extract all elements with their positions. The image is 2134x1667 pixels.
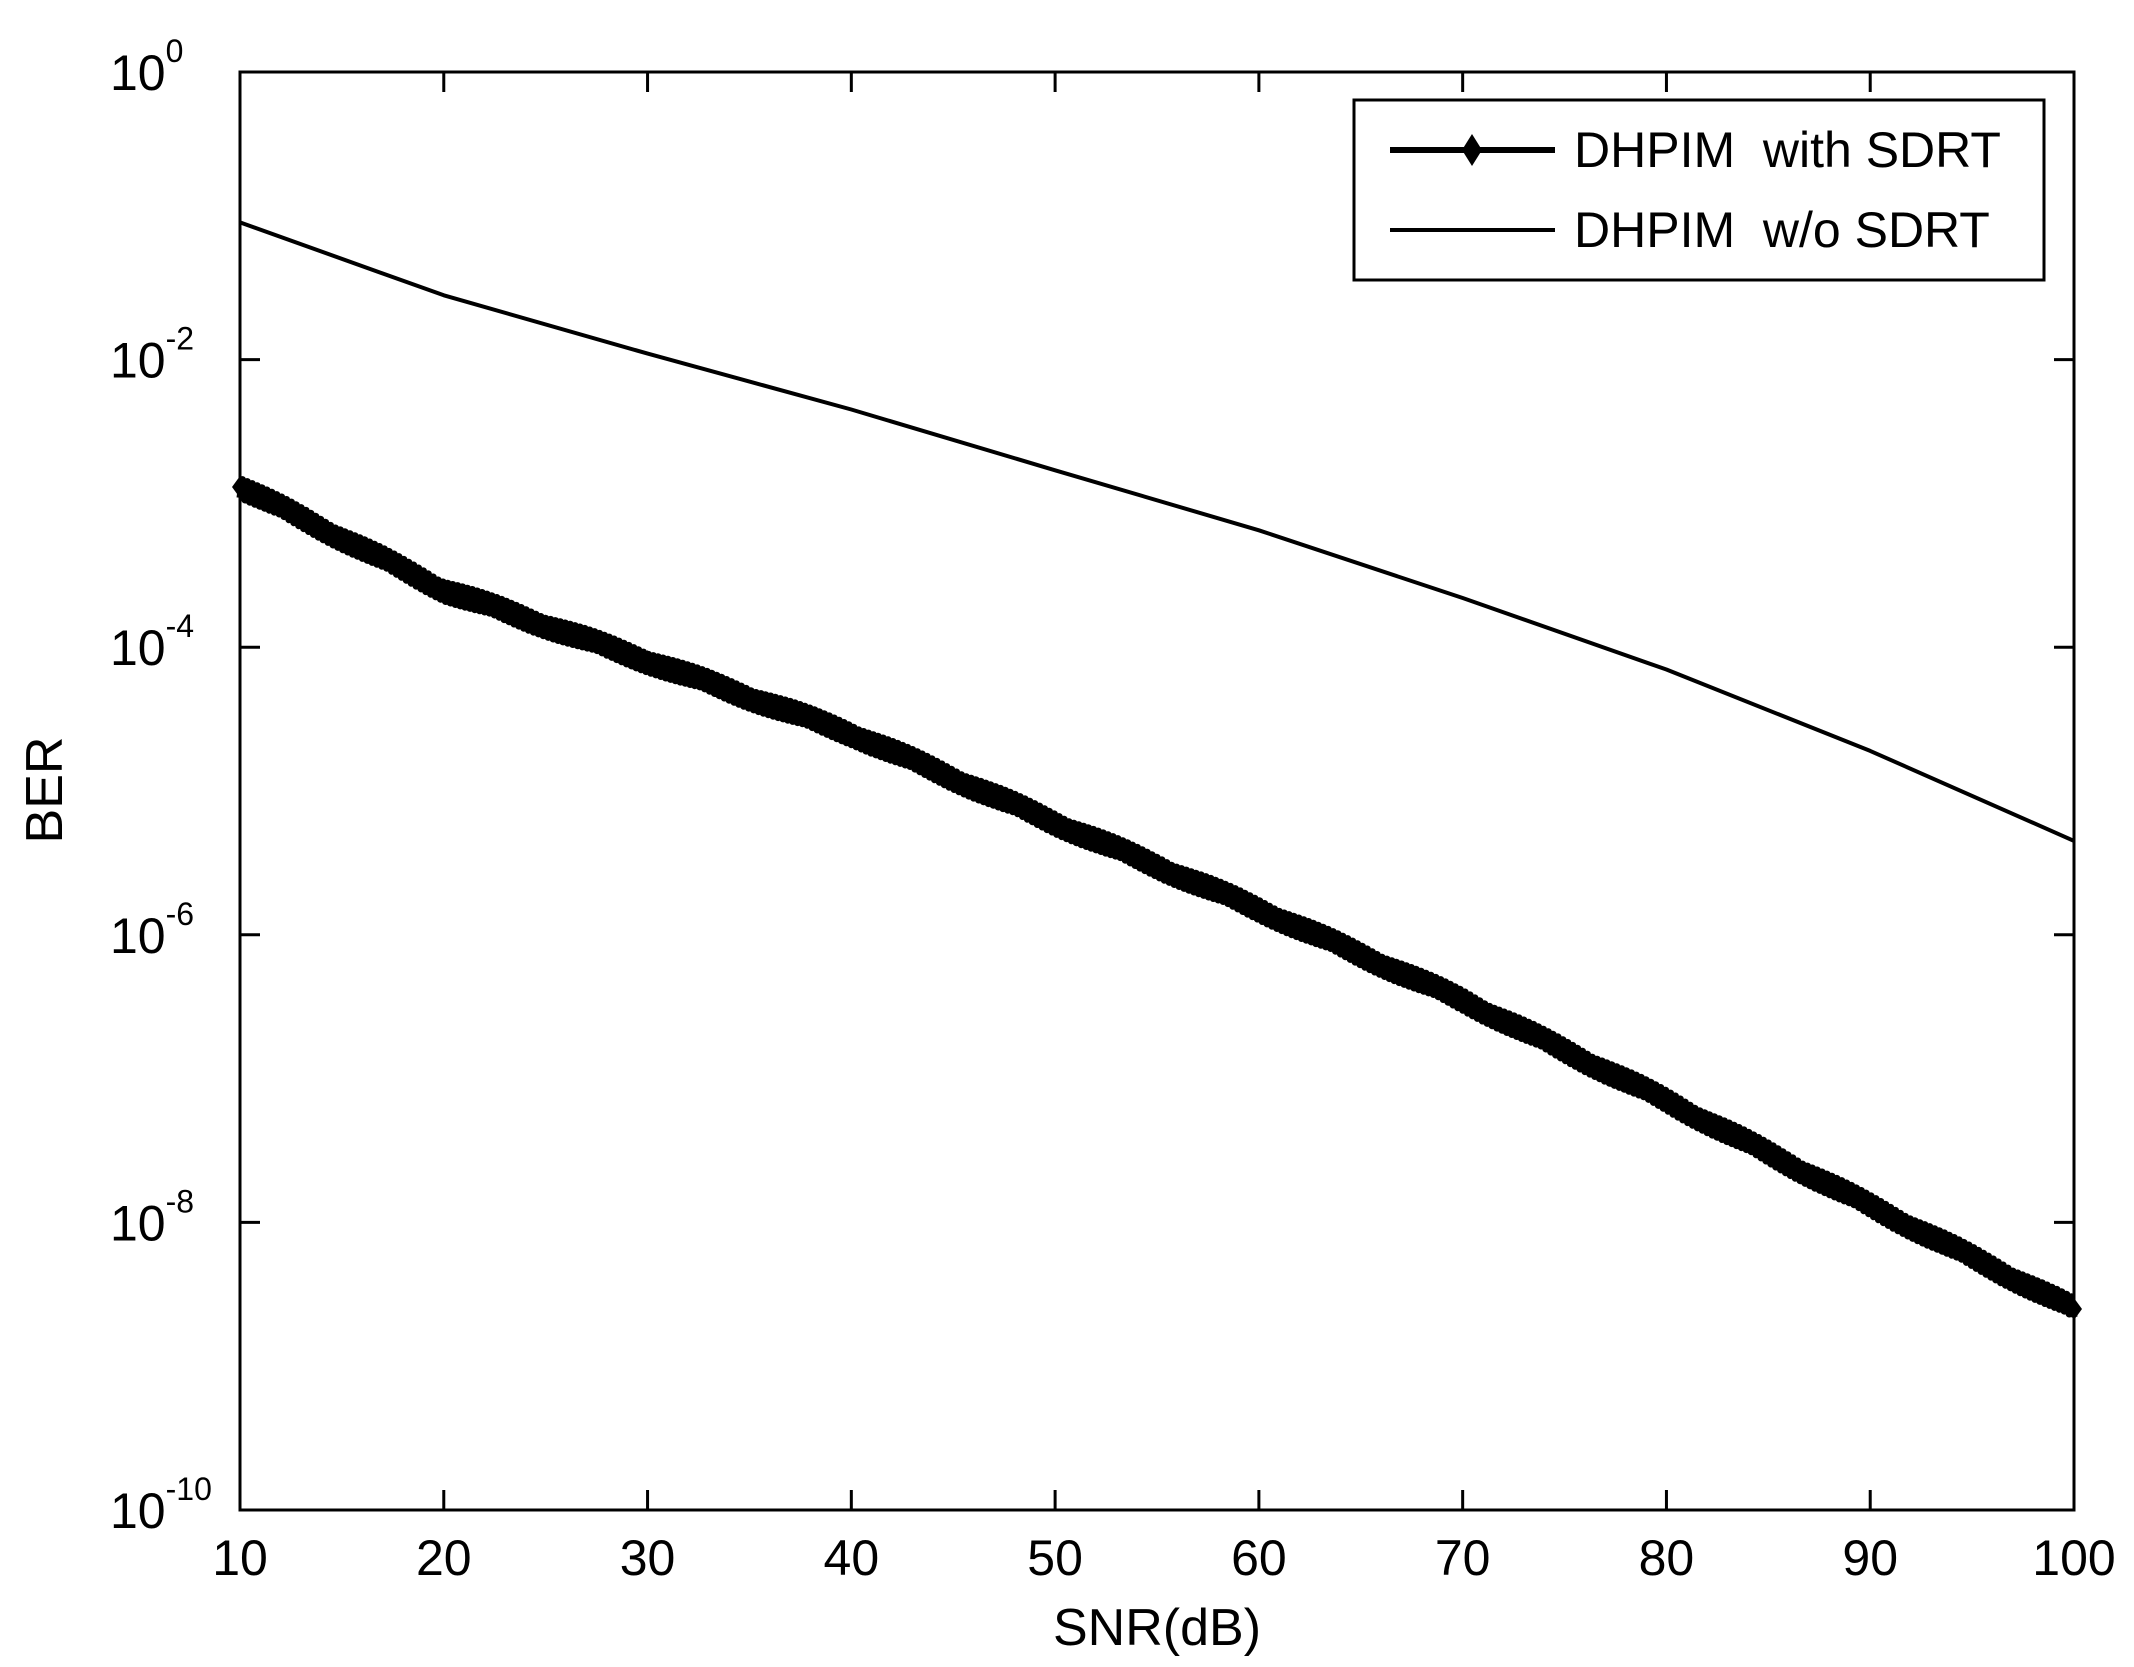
legend-marker-diamond-icon bbox=[1462, 134, 1482, 166]
x-tick-label: 20 bbox=[416, 1530, 472, 1586]
y-tick-label: 10-6 bbox=[110, 896, 194, 964]
x-tick-label: 70 bbox=[1435, 1530, 1491, 1586]
legend-box bbox=[1352, 98, 2046, 282]
series-0-point bbox=[1862, 1195, 1879, 1218]
series-0-point bbox=[1658, 1089, 1675, 1112]
series-line-1 bbox=[239, 220, 2075, 843]
legend: DHPIM with SDRT DHPIM w/o SDRT bbox=[1352, 98, 2046, 282]
y-tick-label: 10-10 bbox=[110, 1471, 212, 1539]
y-axis-label: BER bbox=[16, 737, 74, 844]
x-tick-labels: 10 20 30 40 50 60 70 80 90 100 bbox=[212, 1530, 2116, 1586]
legend-label-without-sdrt: DHPIM w/o SDRT bbox=[1574, 202, 1990, 258]
plot-frame bbox=[238, 70, 2076, 1512]
series-0-point bbox=[1250, 898, 1267, 921]
axis-ticks bbox=[238, 70, 2076, 1512]
x-tick-label: 60 bbox=[1231, 1530, 1287, 1586]
series-0-point bbox=[1047, 811, 1064, 834]
x-tick-label: 30 bbox=[620, 1530, 676, 1586]
x-tick-label: 100 bbox=[2032, 1530, 2115, 1586]
series-0-point bbox=[1454, 989, 1471, 1012]
y-tick-label: 10-2 bbox=[110, 321, 194, 389]
plot-series bbox=[232, 220, 2082, 1320]
x-tick-label: 90 bbox=[1842, 1530, 1898, 1586]
x-tick-label: 10 bbox=[212, 1530, 268, 1586]
y-tick-label: 10-4 bbox=[110, 608, 194, 676]
y-tick-labels: 100 10-2 10-4 10-6 10-8 10-10 bbox=[110, 33, 212, 1539]
y-tick-label: 10-8 bbox=[110, 1183, 194, 1251]
legend-label-with-sdrt: DHPIM with SDRT bbox=[1574, 122, 2001, 178]
x-tick-label: 50 bbox=[1027, 1530, 1083, 1586]
x-tick-label: 40 bbox=[824, 1530, 880, 1586]
x-axis-label: SNR(dB) bbox=[1053, 1599, 1261, 1657]
series-0-point bbox=[843, 722, 860, 745]
series-0-point bbox=[435, 578, 452, 601]
series-0-point bbox=[639, 650, 656, 673]
series-line-0 bbox=[236, 476, 2078, 1318]
x-tick-label: 80 bbox=[1639, 1530, 1695, 1586]
y-tick-label: 100 bbox=[110, 33, 183, 101]
